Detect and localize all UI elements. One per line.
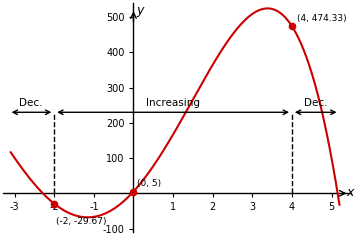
Text: Increasing: Increasing [146, 98, 200, 108]
Text: y: y [137, 4, 144, 17]
Text: (-2, -29.67): (-2, -29.67) [56, 217, 107, 226]
Text: (4, 474.33): (4, 474.33) [297, 14, 346, 23]
Text: Dec.: Dec. [19, 98, 42, 108]
Text: (0, 5): (0, 5) [137, 179, 161, 188]
Text: x: x [347, 186, 354, 199]
Text: Dec.: Dec. [304, 98, 328, 108]
